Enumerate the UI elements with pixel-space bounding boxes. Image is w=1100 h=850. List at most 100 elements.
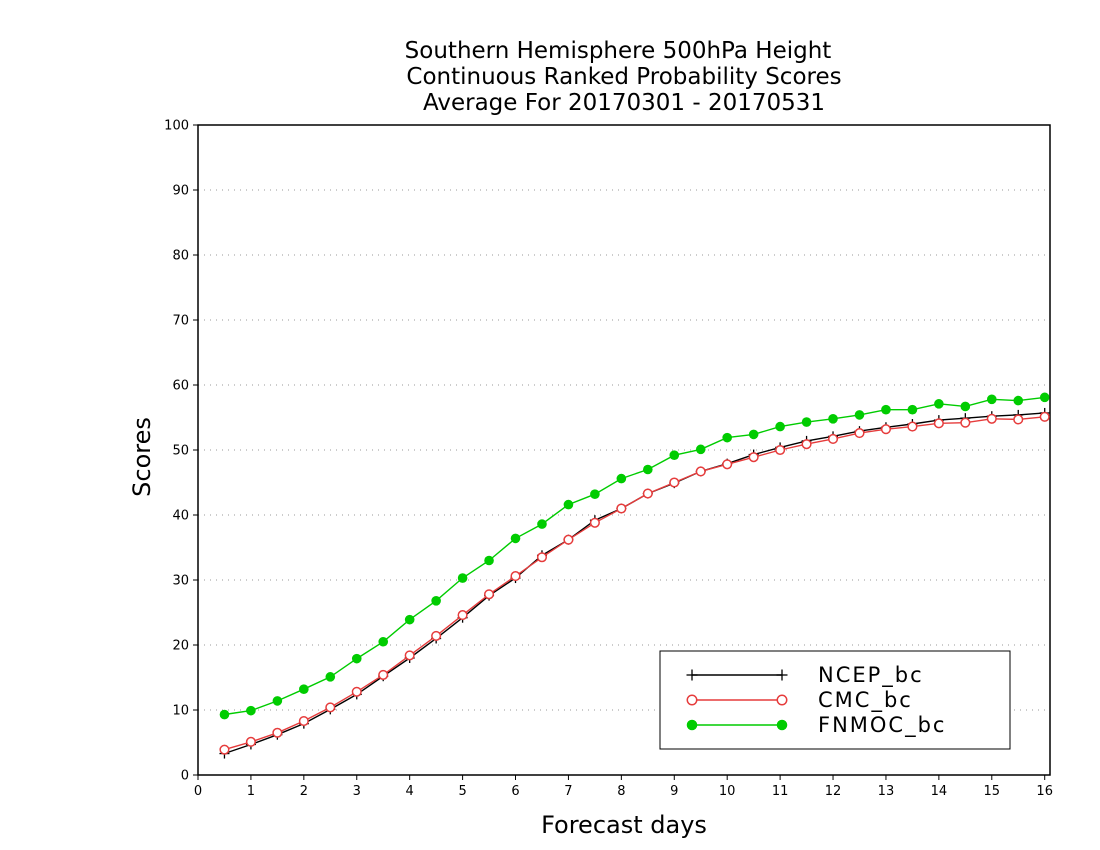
point-cmc-bc-18 xyxy=(695,466,706,477)
x-tick-label-10: 10 xyxy=(719,784,736,799)
point-fnmoc-bc-15 xyxy=(616,473,627,484)
legend-marker-end-cmc-bc xyxy=(776,694,788,706)
chart-title-line-3: Average For 20170301 - 20170531 xyxy=(423,90,825,116)
point-fnmoc-bc-26 xyxy=(907,404,918,415)
point-cmc-bc-6 xyxy=(378,669,389,680)
point-cmc-bc-19 xyxy=(722,459,733,470)
point-cmc-bc-8 xyxy=(431,630,442,641)
y-tick-label-30: 30 xyxy=(172,574,189,589)
point-fnmoc-bc-8 xyxy=(431,596,441,606)
point-cmc-bc-2 xyxy=(272,727,283,738)
point-fnmoc-bc-9 xyxy=(457,573,468,583)
legend-label-fnmoc-bc: FNMOC_bc xyxy=(818,713,946,738)
point-cmc-bc-24 xyxy=(854,428,865,439)
point-fnmoc-bc-10 xyxy=(484,555,494,566)
point-cmc-bc-29 xyxy=(986,413,997,424)
point-cmc-bc-4 xyxy=(325,702,336,713)
x-tick-label-2: 2 xyxy=(300,784,308,799)
x-tick-label-12: 12 xyxy=(825,784,842,799)
point-cmc-bc-17 xyxy=(669,477,680,488)
x-tick-label-9: 9 xyxy=(670,784,678,799)
x-tick-label-13: 13 xyxy=(878,784,895,799)
x-tick-label-1: 1 xyxy=(247,784,255,799)
point-cmc-bc-3 xyxy=(298,716,309,727)
point-fnmoc-bc-18 xyxy=(695,444,706,455)
legend-marker-start-cmc-bc xyxy=(686,694,698,706)
series-fnmoc-bc xyxy=(219,392,1050,720)
point-fnmoc-bc-19 xyxy=(722,432,732,443)
y-tick-label-70: 70 xyxy=(172,314,189,329)
point-cmc-bc-20 xyxy=(748,452,759,463)
point-cmc-bc-1 xyxy=(245,736,256,747)
series-layer xyxy=(219,392,1050,759)
point-fnmoc-bc-22 xyxy=(801,417,812,427)
x-tick-label-11: 11 xyxy=(772,784,789,799)
point-cmc-bc-12 xyxy=(536,552,548,563)
point-fnmoc-bc-25 xyxy=(881,404,891,415)
legend-marker-end-ncep-bc xyxy=(776,669,788,681)
point-fnmoc-bc-14 xyxy=(590,489,600,500)
point-cmc-bc-28 xyxy=(960,417,971,428)
y-tick-label-40: 40 xyxy=(172,509,189,524)
point-cmc-bc-15 xyxy=(616,503,627,514)
point-fnmoc-bc-30 xyxy=(1013,395,1024,406)
x-tick-label-5: 5 xyxy=(458,784,466,799)
point-fnmoc-bc-13 xyxy=(563,499,574,510)
point-cmc-bc-22 xyxy=(801,439,812,450)
point-fnmoc-bc-6 xyxy=(378,636,389,647)
x-tick-label-15: 15 xyxy=(984,784,1001,799)
point-cmc-bc-16 xyxy=(642,488,653,499)
legend-entry-cmc-bc: CMC_bc xyxy=(686,688,913,713)
x-tick-label-14: 14 xyxy=(931,784,948,799)
point-cmc-bc-14 xyxy=(589,517,600,528)
series-cmc-bc xyxy=(219,411,1050,755)
legend-entry-fnmoc-bc: FNMOC_bc xyxy=(686,713,946,738)
point-cmc-bc-27 xyxy=(933,418,944,429)
legend-marker-end-fnmoc-bc xyxy=(776,719,788,731)
point-fnmoc-bc-5 xyxy=(351,653,362,664)
point-cmc-bc-21 xyxy=(775,444,786,456)
x-tick-label-6: 6 xyxy=(511,784,519,799)
x-axis: 0 1 2 3 4 5 6 7 8 9 10 11 12 13 14 15 16 xyxy=(194,775,1053,799)
y-tick-label-60: 60 xyxy=(172,379,189,394)
x-tick-label-7: 7 xyxy=(564,784,572,799)
y-tick-label-50: 50 xyxy=(172,444,189,459)
x-axis-label: Forecast days xyxy=(541,811,707,839)
chart-title: Southern Hemisphere 500hPa Height Contin… xyxy=(405,38,842,116)
point-fnmoc-bc-3 xyxy=(299,684,309,694)
x-tick-label-4: 4 xyxy=(406,784,414,799)
point-fnmoc-bc-11 xyxy=(510,533,521,544)
point-fnmoc-bc-2 xyxy=(272,696,283,706)
y-tick-label-80: 80 xyxy=(172,249,189,264)
point-fnmoc-bc-0 xyxy=(219,709,230,720)
legend-label-cmc-bc: CMC_bc xyxy=(818,688,913,713)
y-axis: 0 10 20 30 40 50 60 70 80 90 100 xyxy=(164,119,198,784)
point-cmc-bc-7 xyxy=(404,650,415,661)
point-fnmoc-bc-27 xyxy=(934,399,944,409)
point-fnmoc-bc-1 xyxy=(246,705,256,716)
legend-entry-ncep-bc: NCEP_bc xyxy=(686,663,924,688)
point-cmc-bc-5 xyxy=(351,686,362,697)
y-tick-label-0: 0 xyxy=(181,769,189,784)
point-fnmoc-bc-29 xyxy=(986,394,997,405)
x-tick-label-8: 8 xyxy=(617,784,625,799)
point-fnmoc-bc-23 xyxy=(828,414,838,424)
y-tick-label-20: 20 xyxy=(172,639,189,654)
point-fnmoc-bc-21 xyxy=(775,421,785,432)
y-tick-label-90: 90 xyxy=(172,184,189,199)
point-cmc-bc-25 xyxy=(880,424,892,435)
point-fnmoc-bc-20 xyxy=(748,429,759,440)
chart-title-line-1: Southern Hemisphere 500hPa Height xyxy=(405,38,832,64)
point-fnmoc-bc-7 xyxy=(404,614,415,625)
y-tick-label-10: 10 xyxy=(172,704,189,719)
legend-marker-start-ncep-bc xyxy=(686,669,698,681)
point-cmc-bc-11 xyxy=(510,571,521,582)
point-fnmoc-bc-24 xyxy=(854,410,865,420)
legend-label-ncep-bc: NCEP_bc xyxy=(818,663,924,688)
grid-lines xyxy=(198,189,1050,711)
x-tick-label-0: 0 xyxy=(194,784,202,799)
point-cmc-bc-0 xyxy=(219,744,230,755)
point-cmc-bc-31 xyxy=(1039,411,1050,422)
